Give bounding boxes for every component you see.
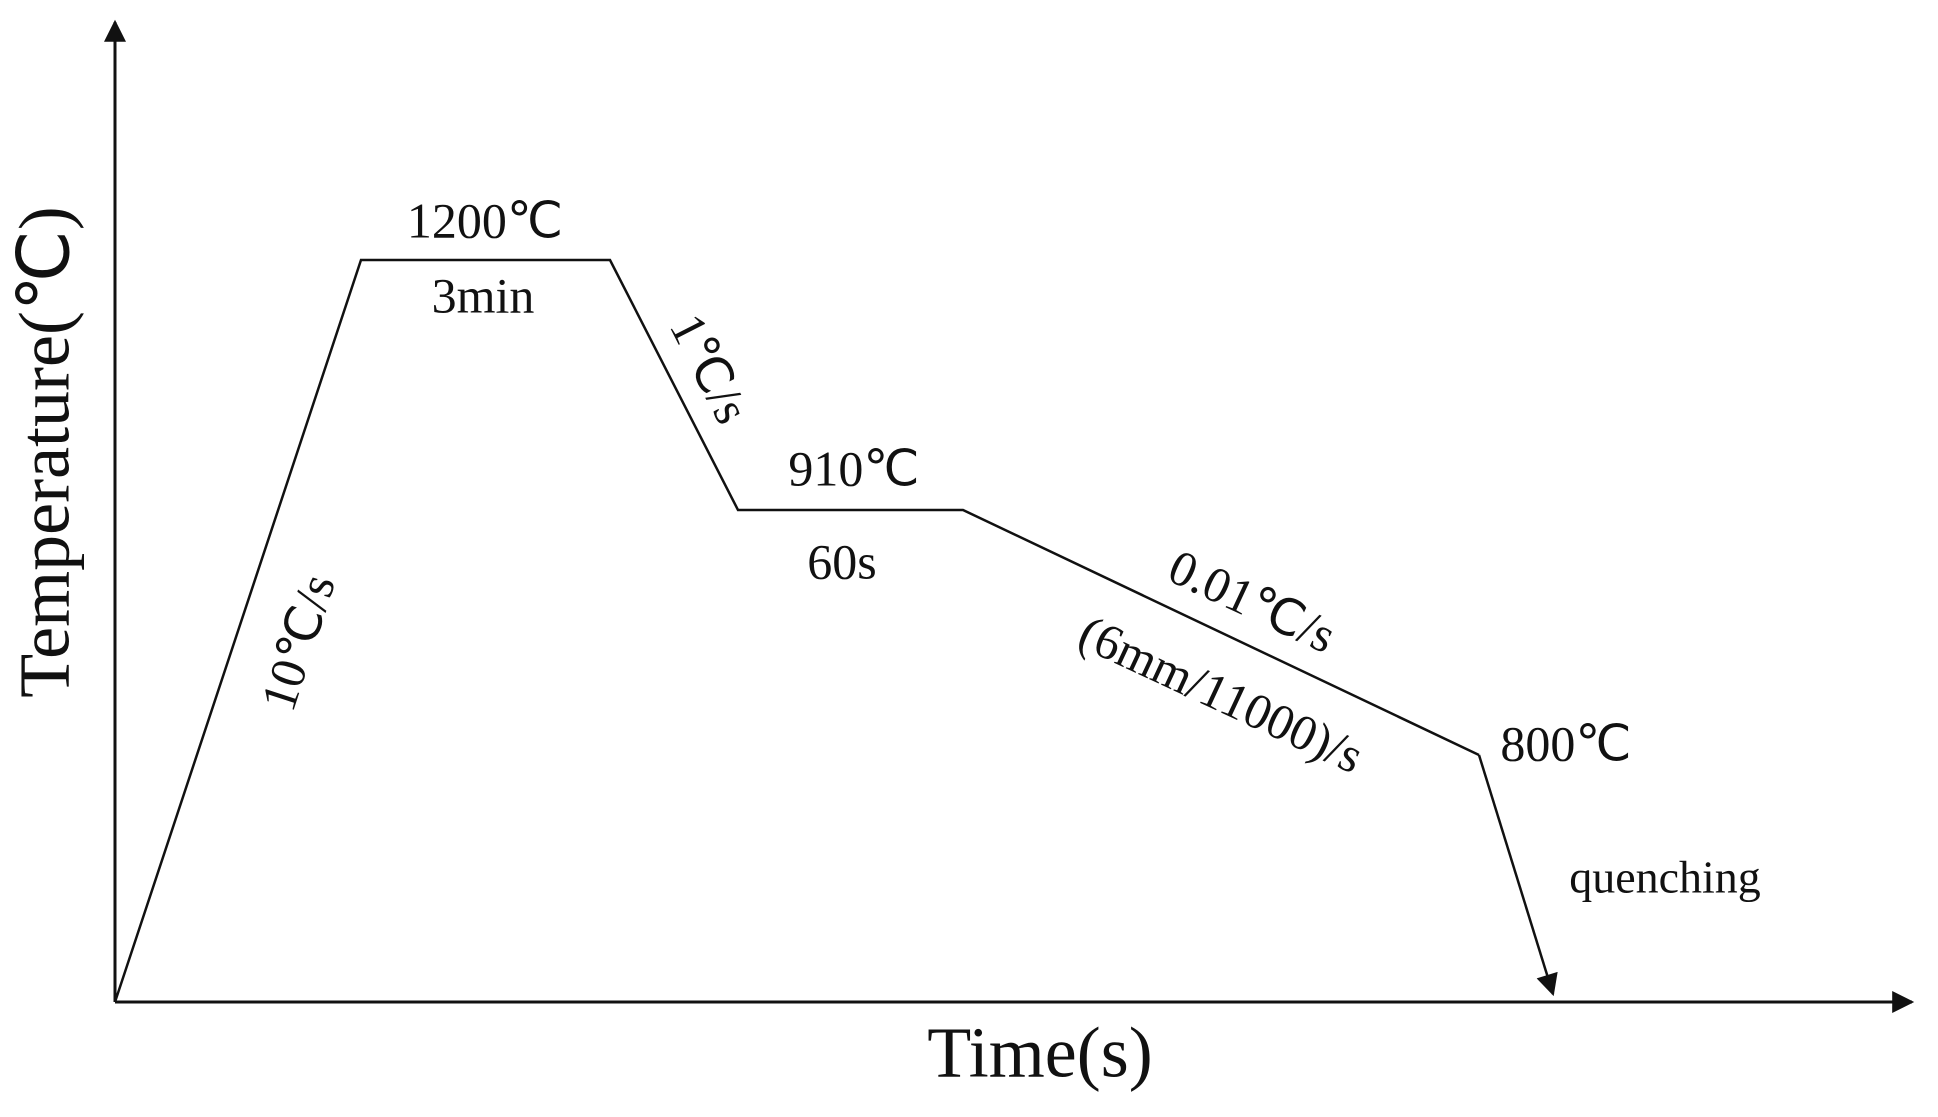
peak-hold: 3min — [432, 267, 535, 323]
mid-temp: 910℃ — [788, 440, 919, 496]
mid-hold: 60s — [807, 533, 876, 589]
process-curve — [113, 258, 1480, 1003]
end-temp: 800℃ — [1500, 715, 1631, 771]
cooling-rate-2: 0.01℃/s — [1160, 538, 1344, 664]
y-axis-label: Temperature(℃) — [5, 206, 85, 698]
cooling-rate-1: 1℃/s — [659, 305, 761, 432]
peak-temp: 1200℃ — [407, 192, 563, 248]
quench-arrow — [1477, 754, 1558, 997]
x-axis-label: Time(s) — [927, 1013, 1152, 1093]
quench-label: quenching — [1569, 852, 1761, 903]
heating-rate: 10℃/s — [250, 567, 346, 717]
